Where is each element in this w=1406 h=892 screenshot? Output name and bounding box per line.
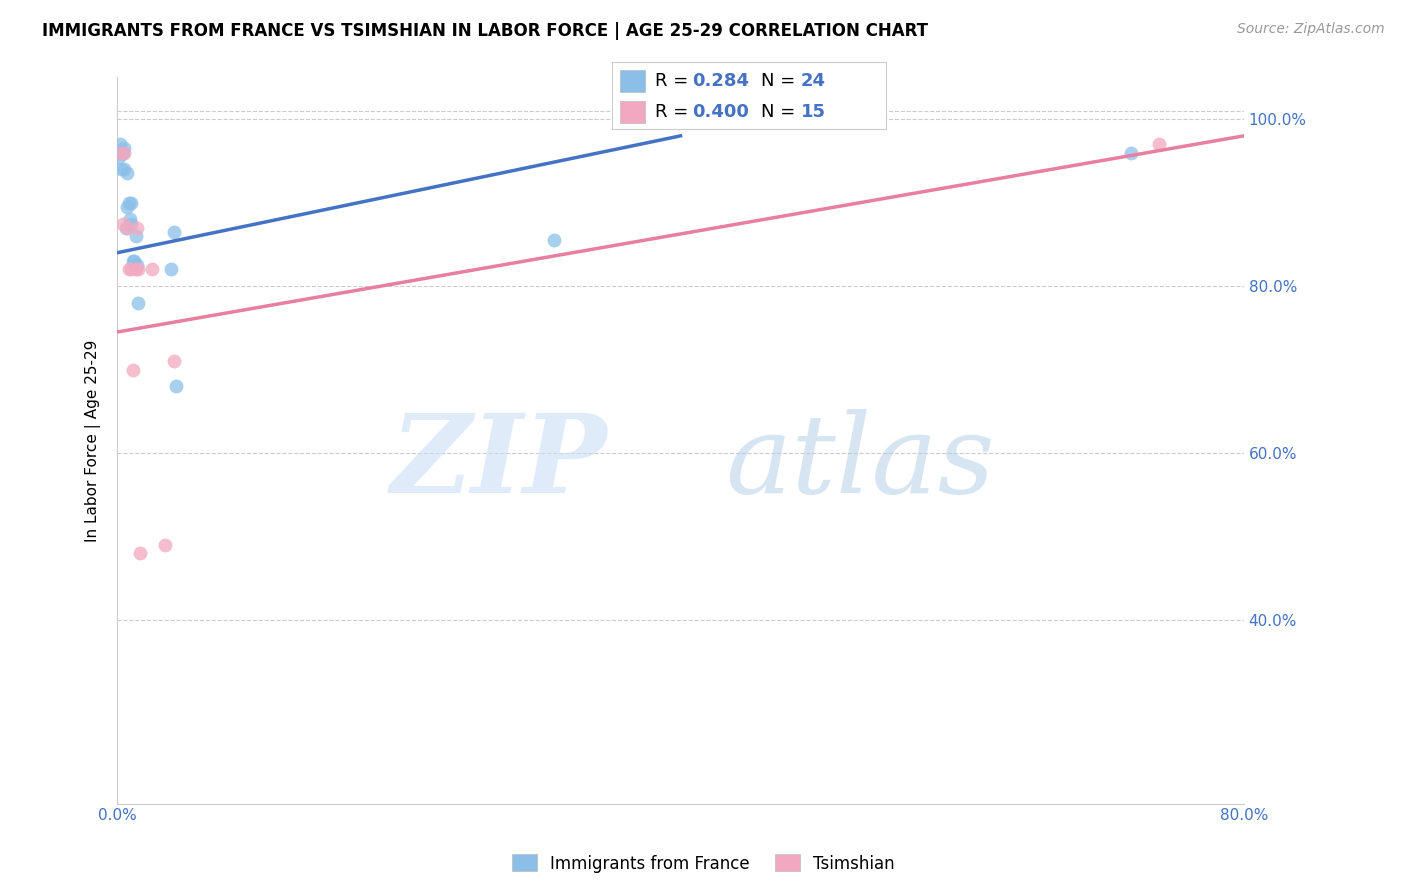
Point [110,162,132,177]
Text: R =: R = [655,103,695,121]
Point [120,262,142,277]
Point [112,145,135,160]
Point [115,220,138,235]
Point [159,262,181,277]
Point [124,262,146,277]
Point [117,195,139,210]
Point [141,262,163,277]
Text: 24: 24 [801,72,825,90]
FancyBboxPatch shape [620,70,644,92]
Text: 0.284: 0.284 [693,72,749,90]
Point [112,141,135,155]
Point [124,229,146,244]
Y-axis label: In Labor Force | Age 25-29: In Labor Force | Age 25-29 [86,339,101,541]
Text: IMMIGRANTS FROM FRANCE VS TSIMSHIAN IN LABOR FORCE | AGE 25-29 CORRELATION CHART: IMMIGRANTS FROM FRANCE VS TSIMSHIAN IN L… [42,22,928,40]
Point [125,220,148,235]
Point [108,145,131,160]
Point [115,166,138,180]
Point [121,254,143,268]
Point [112,162,135,177]
Text: 0.400: 0.400 [693,103,749,121]
Text: ZIP: ZIP [391,409,607,516]
Point [121,362,143,376]
Text: R =: R = [655,72,695,90]
Point [118,212,141,227]
Point [114,220,136,235]
Text: N =: N = [761,103,801,121]
Text: Source: ZipAtlas.com: Source: ZipAtlas.com [1237,22,1385,37]
Text: N =: N = [761,72,801,90]
Point [107,150,129,164]
Point [125,258,148,272]
Point [543,233,565,247]
Point [162,354,184,368]
Point [117,262,139,277]
Point [162,225,184,239]
Text: 15: 15 [801,103,825,121]
Point [122,254,145,268]
Point [127,262,149,277]
Point [120,195,142,210]
Point [1121,145,1143,160]
Text: atlas: atlas [725,409,995,516]
Point [1149,137,1171,152]
Legend: Immigrants from France, Tsimshian: Immigrants from France, Tsimshian [505,847,901,880]
FancyBboxPatch shape [620,102,644,123]
Point [115,200,138,214]
Point [111,217,134,231]
Point [110,145,132,160]
Point [165,379,187,393]
Point [127,295,149,310]
Point [111,145,134,160]
Point [120,217,142,231]
Point [153,538,176,552]
Point [128,546,150,560]
Point [108,137,131,152]
